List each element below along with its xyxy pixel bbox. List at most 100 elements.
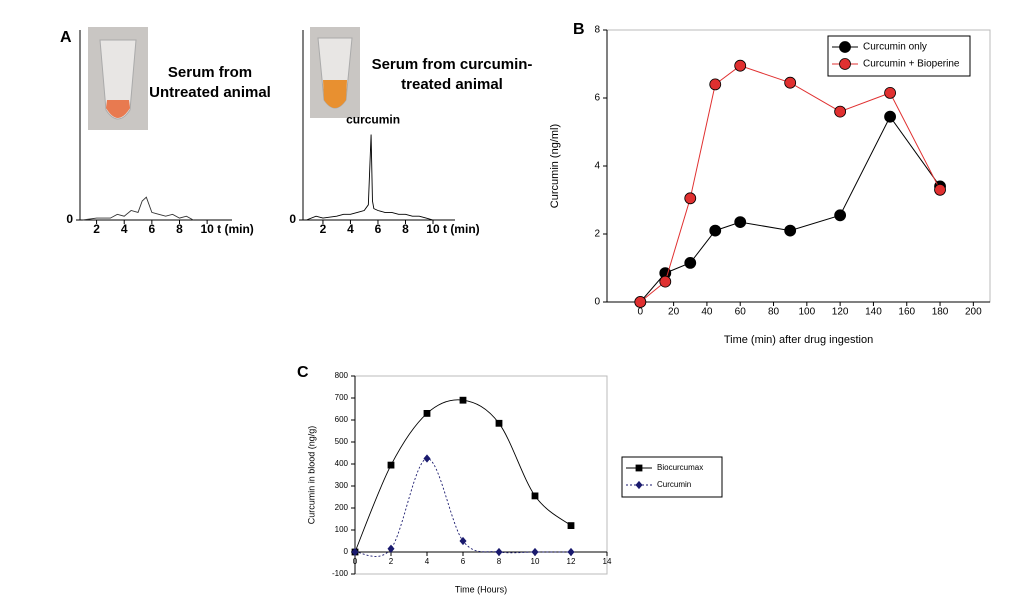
marker xyxy=(531,547,539,557)
x-tick-label: 4 xyxy=(347,222,354,236)
y-tick-label: 100 xyxy=(335,525,349,534)
legend-box xyxy=(827,35,971,77)
marker xyxy=(934,183,946,196)
x-tick-label: 6 xyxy=(375,222,382,236)
x-tick-label: 10 xyxy=(426,222,440,236)
marker xyxy=(567,522,575,529)
x-tick-label: 0 xyxy=(353,557,358,566)
marker xyxy=(684,192,697,205)
marker xyxy=(423,454,431,463)
x-tick-label: 100 xyxy=(798,307,815,318)
legend-box xyxy=(621,456,723,498)
x-tick-label: 4 xyxy=(425,557,430,566)
x-tick-label: 14 xyxy=(603,557,612,566)
y-tick-label: 800 xyxy=(335,371,349,380)
x-tick-label: 40 xyxy=(701,307,713,318)
chart-panel: -100 0 100 200 300 400 500 600 700 800 0 2 4 6 8 10 12 14… xyxy=(297,364,723,594)
tube-photo xyxy=(88,27,148,130)
panel-label: C xyxy=(297,364,309,381)
panel-label: A xyxy=(60,29,72,46)
y-tick-label: 8 xyxy=(594,25,600,36)
marker xyxy=(495,419,503,427)
y-tick-label: 6 xyxy=(594,93,600,104)
chart-title: treated animal xyxy=(401,76,503,93)
series-line xyxy=(354,399,572,553)
y-tick-label: 0 xyxy=(289,212,296,226)
marker xyxy=(531,492,539,500)
y-tick-label: 600 xyxy=(335,415,349,424)
x-tick-label: 200 xyxy=(965,307,982,318)
y-tick-label: 500 xyxy=(335,437,349,446)
x-tick-label: 6 xyxy=(461,557,466,566)
x-tick-label: 60 xyxy=(735,307,747,318)
chart-title: Serum from curcumin- xyxy=(372,56,533,73)
chart-title: Untreated animal xyxy=(149,84,271,101)
marker xyxy=(351,547,359,557)
x-tick-label: 6 xyxy=(149,222,156,236)
x-tick-label: 10 xyxy=(531,557,540,566)
legend-marker xyxy=(839,41,851,53)
x-tick-label: 160 xyxy=(898,307,915,318)
annotation: curcumin xyxy=(346,113,400,127)
marker xyxy=(884,87,896,99)
legend-marker xyxy=(635,464,643,472)
plot-frame xyxy=(354,375,608,575)
x-axis-label: t (min) xyxy=(217,222,254,236)
marker xyxy=(387,461,395,469)
chart-title: Serum from xyxy=(168,64,252,81)
x-tick-label: 120 xyxy=(832,307,849,318)
marker xyxy=(459,536,467,546)
x-tick-label: 8 xyxy=(402,222,409,236)
x-tick-label: 8 xyxy=(176,222,183,236)
y-axis-label: Curcumin (ng/ml) xyxy=(549,124,561,208)
marker xyxy=(634,296,647,308)
marker xyxy=(834,209,847,222)
marker xyxy=(684,256,697,269)
marker xyxy=(495,547,503,557)
marker xyxy=(834,105,847,118)
legend-marker xyxy=(635,480,643,490)
marker xyxy=(709,78,722,91)
marker xyxy=(709,224,722,237)
marker xyxy=(459,396,467,404)
y-tick-label: 300 xyxy=(335,481,349,490)
legend-label: Curcumin xyxy=(657,480,691,489)
y-tick-label: 200 xyxy=(335,503,349,512)
legend-label: Biocurcumax xyxy=(657,463,703,472)
x-tick-label: 10 xyxy=(200,222,214,236)
panel-label: B xyxy=(573,21,585,38)
x-tick-label: 2 xyxy=(389,557,394,566)
x-tick-label: 180 xyxy=(932,307,949,318)
marker xyxy=(423,409,431,417)
x-tick-label: 12 xyxy=(567,557,576,566)
y-tick-label: 400 xyxy=(335,459,349,468)
y-tick-label: 0 xyxy=(594,297,600,308)
y-tick-label: 0 xyxy=(344,547,349,556)
legend-label: Curcumin only xyxy=(863,42,927,53)
y-tick-label: -100 xyxy=(332,569,349,578)
tube-photo xyxy=(310,27,360,118)
x-tick-label: 140 xyxy=(865,307,882,318)
series-line xyxy=(82,196,194,221)
legend-label: Curcumin + Bioperine xyxy=(863,59,960,70)
legend-marker xyxy=(839,58,851,70)
chart-panel: 0 2 4 6 8 10 t (min) A Serum from Untreated anima… xyxy=(60,29,271,236)
marker xyxy=(567,547,575,557)
x-tick-label: 0 xyxy=(638,307,644,318)
marker xyxy=(734,59,747,72)
x-axis-label: Time (min) after drug ingestion xyxy=(724,334,873,346)
x-tick-label: 4 xyxy=(121,222,128,236)
marker xyxy=(387,544,395,553)
series-line xyxy=(639,115,941,303)
marker xyxy=(784,76,797,89)
x-tick-label: 2 xyxy=(93,222,100,236)
x-axis-label: t (min) xyxy=(443,222,480,236)
chart-panel: 0 2 4 6 8 10 t (min) Serum from curcumin-treate… xyxy=(289,30,532,236)
y-tick-label: 2 xyxy=(594,229,600,240)
y-tick-label: 700 xyxy=(335,393,349,402)
marker xyxy=(659,275,672,288)
marker xyxy=(734,216,747,229)
series-line xyxy=(639,65,941,303)
